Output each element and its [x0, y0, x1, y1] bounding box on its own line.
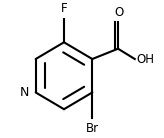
Text: F: F [61, 2, 67, 15]
Text: O: O [115, 6, 124, 19]
Text: N: N [20, 86, 29, 99]
Text: Br: Br [86, 122, 99, 135]
Text: OH: OH [136, 53, 154, 66]
